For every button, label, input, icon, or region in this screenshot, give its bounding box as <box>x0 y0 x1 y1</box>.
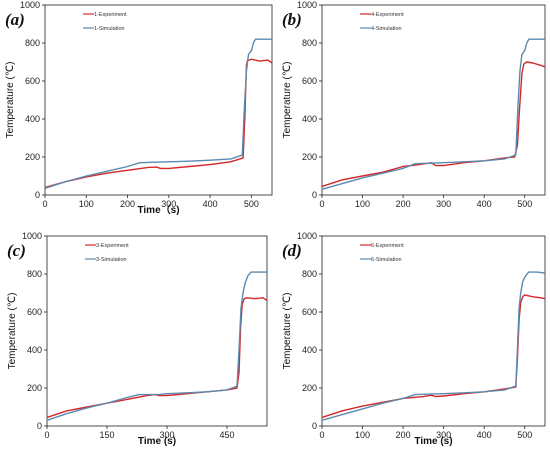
legend-entry: 1-Experiment <box>94 12 127 18</box>
legend-entry: 1-Simulation <box>94 26 125 32</box>
series-line-1-simulation <box>44 38 272 189</box>
plot-frame <box>321 4 546 196</box>
x-tick-label: 400 <box>477 430 492 440</box>
x-tick-label: 150 <box>99 430 114 440</box>
series-line-4-simulation <box>321 38 545 190</box>
y-tick-label: 200 <box>302 383 317 393</box>
y-tick-label: 0 <box>312 190 317 200</box>
y-tick-label: 200 <box>25 152 40 162</box>
panel-a: 0 200 400 600 800 1000 0 100 200 300 400 500 Time（s)… <box>5 0 273 216</box>
panel-label: (b) <box>282 10 302 29</box>
x-tick-label: 300 <box>436 430 451 440</box>
legend-entry: 3-Experiment <box>96 243 129 249</box>
y-tick-label: 200 <box>27 383 42 393</box>
series-line-3-simulation <box>46 271 267 421</box>
y-tick-label: 400 <box>302 345 317 355</box>
panel-c: 0 200 400 600 800 1000 0 150 300 450 Time (s) Tempe… <box>7 231 268 447</box>
x-tick-label: 0 <box>42 199 47 209</box>
x-tick-label: 500 <box>517 430 532 440</box>
y-tick-label: 800 <box>302 38 317 48</box>
y-tick-label: 800 <box>27 269 42 279</box>
y-axis-label: Temperature (℃) <box>282 293 293 370</box>
x-tick-label: 300 <box>161 199 176 209</box>
panel-label: (a) <box>5 10 25 29</box>
plot-frame <box>44 4 273 196</box>
series-line-4-experiment <box>321 61 546 188</box>
y-tick-label: 600 <box>302 307 317 317</box>
plot-frame <box>321 235 546 427</box>
x-tick-label: 400 <box>203 199 218 209</box>
legend-entry: 6-Experiment <box>371 243 404 249</box>
y-tick-label: 0 <box>35 190 40 200</box>
x-tick-label: 500 <box>517 199 532 209</box>
panel-b: 0 200 400 600 800 1000 0 100 200 300 400 500 Tempera… <box>282 0 546 209</box>
x-tick-label: 200 <box>120 199 135 209</box>
legend-entry: 4-Experiment <box>371 12 404 18</box>
x-tick-label: 0 <box>319 430 324 440</box>
x-tick-label: 450 <box>219 430 234 440</box>
y-tick-label: 1000 <box>297 231 317 241</box>
x-tick-label: 0 <box>44 430 49 440</box>
y-tick-label: 800 <box>25 38 40 48</box>
x-axis-label: Time (s) <box>414 436 452 447</box>
y-tick-label: 600 <box>25 76 40 86</box>
y-tick-label: 0 <box>312 421 317 431</box>
x-tick-label: 0 <box>319 199 324 209</box>
y-tick-label: 400 <box>302 114 317 124</box>
series-line-3-experiment <box>46 297 268 419</box>
y-tick-label: 0 <box>37 421 42 431</box>
x-tick-label: 100 <box>355 430 370 440</box>
panel-d: 0 200 400 600 800 1000 0 100 200 300 400 500 Time (s… <box>282 231 546 447</box>
panel-label: (d) <box>282 241 302 260</box>
x-tick-label: 300 <box>159 430 174 440</box>
x-tick-label: 200 <box>396 199 411 209</box>
x-tick-label: 400 <box>477 199 492 209</box>
legend-entry: 3-Simulation <box>96 257 127 263</box>
x-tick-label: 500 <box>244 199 259 209</box>
x-axis-label: Time (s) <box>138 436 176 447</box>
legend-entry: 4-Simulation <box>371 26 402 32</box>
series-line-6-experiment <box>321 294 546 419</box>
series-line-6-simulation <box>321 271 546 421</box>
y-tick-label: 200 <box>302 152 317 162</box>
y-tick-label: 600 <box>302 76 317 86</box>
y-tick-label: 1000 <box>20 0 40 10</box>
y-tick-label: 600 <box>27 307 42 317</box>
y-tick-label: 800 <box>302 269 317 279</box>
legend-entry: 6-Simulation <box>371 257 402 263</box>
y-tick-label: 1000 <box>22 231 42 241</box>
y-axis-label: Temperature (℃) <box>282 62 293 139</box>
panel-label: (c) <box>7 241 26 260</box>
y-tick-label: 400 <box>25 114 40 124</box>
y-axis-label: Temperature (℃) <box>5 62 16 139</box>
plot-frame <box>46 235 268 427</box>
x-tick-label: 300 <box>436 199 451 209</box>
series-line-1-experiment <box>44 58 273 189</box>
x-axis-label: Time（s) <box>137 203 179 216</box>
y-axis-label: Temperature (℃) <box>7 293 18 370</box>
x-tick-label: 100 <box>355 199 370 209</box>
y-tick-label: 400 <box>27 345 42 355</box>
y-tick-label: 1000 <box>297 0 317 10</box>
x-tick-label: 100 <box>79 199 94 209</box>
x-tick-label: 200 <box>396 430 411 440</box>
